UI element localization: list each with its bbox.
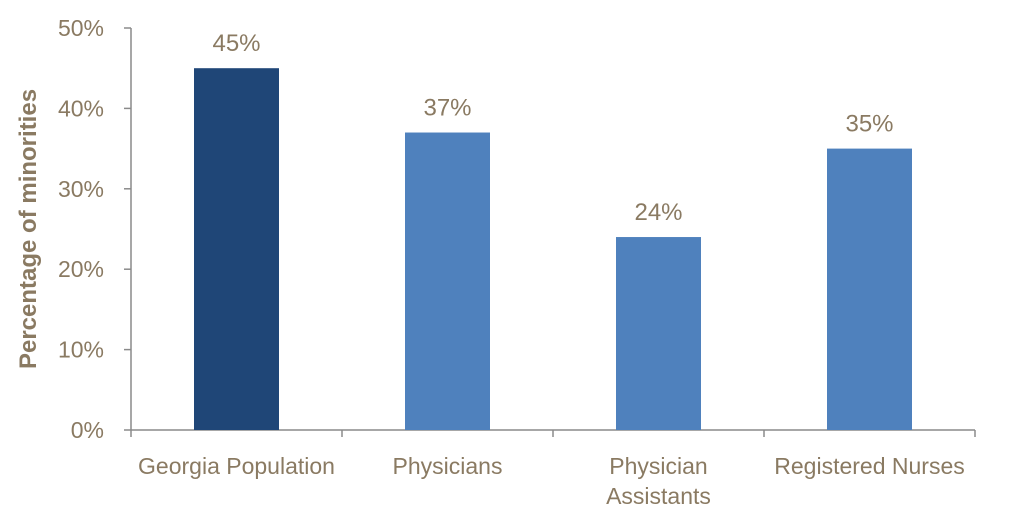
bar xyxy=(194,68,279,430)
bar-value-label: 45% xyxy=(212,30,260,57)
y-tick-label: 10% xyxy=(58,337,104,363)
x-category-label: Physician Assistants xyxy=(606,453,711,509)
y-tick-label: 0% xyxy=(71,417,104,443)
y-axis-title: Percentage of minorities xyxy=(15,89,42,369)
category-labels-group: Georgia Population Physicians Physician Ass… xyxy=(138,453,965,509)
y-tick-label: 30% xyxy=(58,176,104,202)
bar xyxy=(405,132,490,430)
bars-group xyxy=(194,68,912,430)
y-tick-label: 40% xyxy=(58,95,104,121)
y-axis: 0% 10% 20% 30% 40% 50% xyxy=(58,15,132,443)
x-category-label: Physicians xyxy=(393,453,503,479)
bar-value-label: 24% xyxy=(634,199,682,226)
x-category-label: Registered Nurses xyxy=(774,453,964,479)
x-axis xyxy=(130,429,976,437)
bar xyxy=(827,148,912,430)
data-labels-group: 45% 37% 24% 35% xyxy=(212,30,893,226)
y-tick-label: 50% xyxy=(58,15,104,41)
y-tick-label: 20% xyxy=(58,256,104,282)
x-category-label: Georgia Population xyxy=(138,453,335,479)
bar-value-label: 35% xyxy=(845,111,893,138)
bar xyxy=(616,237,701,430)
bar-value-label: 37% xyxy=(423,95,471,122)
